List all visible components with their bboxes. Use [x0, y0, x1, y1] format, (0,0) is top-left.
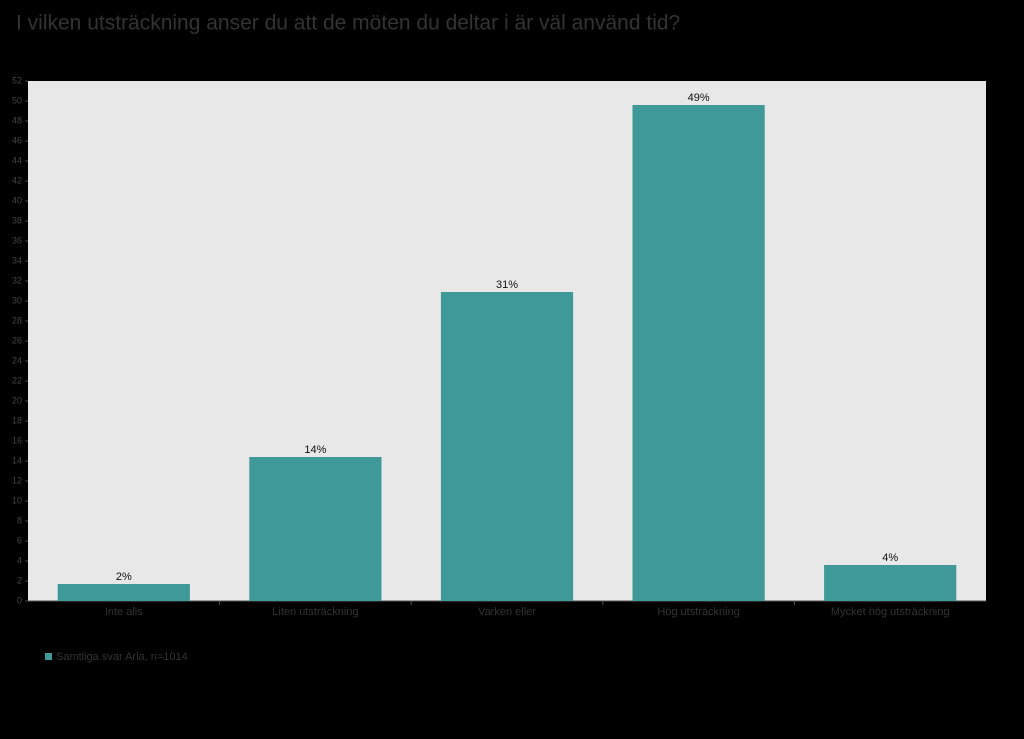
value-label: 31% — [496, 279, 518, 291]
y-tick-label: 28 — [12, 315, 22, 325]
y-tick-label: 50 — [12, 95, 22, 105]
y-tick-label: 52 — [12, 75, 22, 85]
y-tick-label: 40 — [12, 195, 22, 205]
y-tick-label: 10 — [12, 495, 22, 505]
y-tick-label: 12 — [12, 475, 22, 485]
x-tick-label: Mycket hög utsträckning — [831, 606, 950, 618]
y-tick-label: 46 — [12, 135, 22, 145]
chart-title: I vilken utsträckning anser du att de mö… — [16, 12, 680, 35]
y-tick-label: 8 — [17, 515, 22, 525]
y-tick-label: 32 — [12, 275, 22, 285]
legend-label: Samtliga svar Arla, n=1014 — [56, 651, 188, 663]
y-tick-label: 14 — [12, 455, 22, 465]
y-tick-label: 26 — [12, 335, 22, 345]
value-label: 49% — [688, 92, 710, 104]
x-tick-label: Liten utsträckning — [272, 606, 358, 618]
y-tick-label: 38 — [12, 215, 22, 225]
y-tick-label: 30 — [12, 295, 22, 305]
y-tick-label: 48 — [12, 115, 22, 125]
y-tick-label: 2 — [17, 575, 22, 585]
y-tick-label: 36 — [12, 235, 22, 245]
x-tick-label: Hög utsträckning — [657, 606, 740, 618]
y-tick-label: 18 — [12, 415, 22, 425]
y-tick-label: 0 — [17, 595, 22, 605]
y-tick-label: 24 — [12, 355, 22, 365]
y-tick-label: 16 — [12, 435, 22, 445]
x-tick-label: Varken eller — [478, 606, 536, 618]
y-tick-label: 44 — [12, 155, 22, 165]
bar — [57, 584, 190, 601]
legend-swatch — [45, 653, 52, 660]
y-tick-label: 22 — [12, 375, 22, 385]
bar — [440, 292, 574, 601]
bar — [632, 105, 765, 601]
value-label: 14% — [304, 444, 326, 456]
bar — [824, 565, 957, 601]
y-tick-label: 42 — [12, 175, 22, 185]
bar — [249, 457, 382, 601]
x-tick-label: Inte alls — [105, 606, 143, 618]
value-label: 2% — [116, 571, 132, 583]
y-tick-label: 6 — [17, 535, 22, 545]
y-tick-label: 34 — [12, 255, 22, 265]
y-tick-label: 4 — [17, 555, 22, 565]
value-label: 4% — [882, 552, 898, 564]
y-tick-label: 20 — [12, 395, 22, 405]
